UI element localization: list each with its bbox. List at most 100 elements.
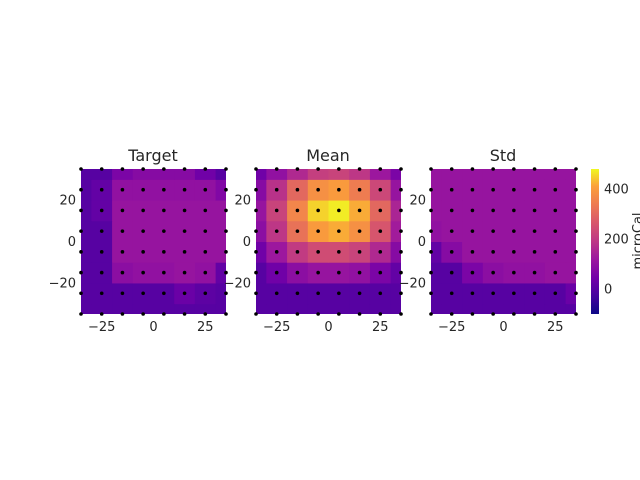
heat-cell	[215, 282, 226, 305]
heat-cell	[81, 282, 92, 305]
sample-point	[553, 167, 558, 171]
heat-cell	[81, 200, 92, 222]
sample-point	[357, 270, 362, 275]
heat-cell	[565, 282, 576, 305]
heat-cell	[256, 262, 267, 284]
sample-point	[162, 229, 166, 233]
heat-cell	[153, 169, 175, 180]
heat-cell	[287, 303, 309, 314]
sample-point	[182, 270, 187, 275]
heat-cell	[565, 169, 576, 180]
x-ticks-target: −25 0 25	[88, 320, 214, 335]
sample-point	[512, 270, 516, 275]
heat-cell	[215, 220, 226, 242]
heat-cell	[256, 303, 267, 314]
sample-point	[254, 291, 258, 296]
sample-point	[337, 208, 341, 213]
sample-point	[491, 250, 495, 254]
sample-point	[224, 229, 228, 233]
sample-point	[274, 270, 279, 275]
sample-point	[162, 291, 166, 296]
y-ticks-std: −20 0 20	[399, 194, 426, 292]
sample-point	[79, 187, 83, 192]
sample-point	[120, 229, 125, 233]
heat-cell	[132, 303, 154, 314]
heat-cell	[256, 220, 267, 242]
sample-point	[512, 291, 516, 296]
sample-point	[141, 187, 145, 192]
sample-point	[120, 208, 125, 213]
sample-point	[274, 187, 279, 192]
sample-point	[141, 312, 145, 316]
sample-point	[532, 208, 537, 213]
heat-cell	[431, 241, 442, 263]
sample-point	[224, 312, 228, 316]
heat-cell	[112, 169, 134, 180]
sample-point	[470, 187, 475, 192]
sample-point	[532, 270, 537, 275]
heat-cell	[390, 282, 401, 305]
sample-point	[512, 312, 516, 316]
heat-cell	[81, 169, 92, 180]
heat-cell	[431, 262, 442, 284]
heat-cell	[503, 169, 525, 180]
sample-point	[512, 187, 516, 192]
heat-cell	[328, 303, 350, 314]
panel-mean: Mean −25 0 25 −20 0 20	[224, 146, 403, 335]
sample-point	[553, 312, 558, 316]
sample-point	[203, 167, 208, 171]
sample-point	[337, 250, 341, 254]
colorbar-ticks: 0 200 400	[604, 183, 629, 298]
sample-point	[399, 270, 403, 275]
sample-point	[203, 187, 208, 192]
heat-cell	[256, 282, 267, 305]
sample-points-target	[79, 167, 228, 316]
sample-point	[378, 270, 383, 275]
sample-point	[449, 187, 454, 192]
sample-point	[512, 250, 516, 254]
sample-point	[295, 291, 300, 296]
heat-cell	[431, 220, 442, 242]
sample-points-mean	[254, 167, 403, 316]
sample-point	[79, 250, 83, 254]
heat-cell	[132, 169, 154, 180]
sample-point	[224, 167, 228, 171]
sample-point	[295, 250, 300, 254]
sample-point	[337, 291, 341, 296]
x-tick-label: −25	[438, 320, 465, 335]
sample-point	[532, 187, 537, 192]
sample-point	[99, 229, 104, 233]
x-tick-label: 25	[372, 320, 389, 335]
sample-point	[316, 187, 320, 192]
heat-cell	[462, 169, 484, 180]
sample-point	[162, 312, 166, 316]
sample-point	[357, 229, 362, 233]
y-tick-label: 0	[68, 235, 76, 250]
sample-point	[254, 312, 258, 316]
sample-point	[429, 208, 433, 213]
sample-point	[120, 291, 125, 296]
sample-point	[512, 229, 516, 233]
heat-cell	[390, 262, 401, 284]
heat-cell	[524, 169, 546, 180]
sample-point	[574, 167, 578, 171]
heat-cell	[215, 262, 226, 284]
sample-point	[378, 312, 383, 316]
sample-point	[337, 167, 341, 171]
sample-point	[491, 167, 495, 171]
sample-point	[162, 208, 166, 213]
heat-cell	[215, 303, 226, 314]
sample-point	[141, 270, 145, 275]
sample-point	[399, 250, 403, 254]
sample-point	[295, 187, 300, 192]
sample-point	[224, 187, 228, 192]
heat-cell	[390, 200, 401, 222]
heat-cell	[256, 179, 267, 201]
heat-cell	[174, 169, 196, 180]
heat-cell	[112, 303, 134, 314]
heat-cell	[349, 303, 371, 314]
sample-point	[429, 291, 433, 296]
x-ticks-std: −25 0 25	[438, 320, 564, 335]
heat-cell	[524, 303, 546, 314]
heat-cell	[503, 303, 525, 314]
